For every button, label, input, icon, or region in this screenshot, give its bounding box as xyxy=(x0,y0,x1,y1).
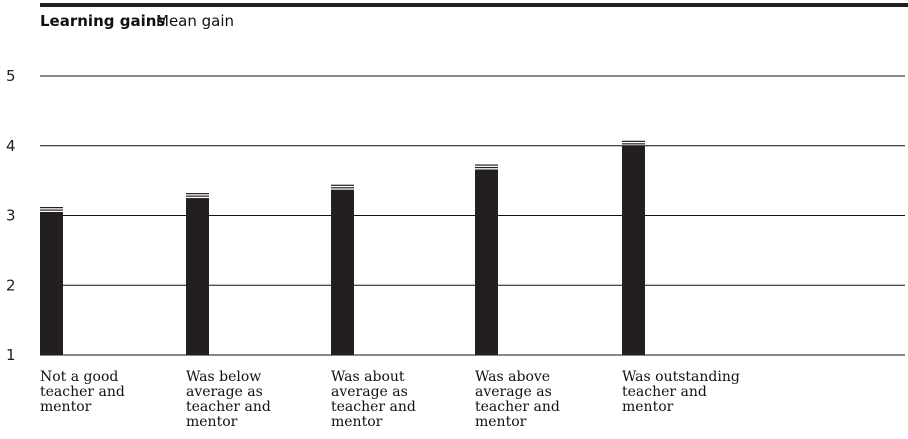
bar-cap-stripe xyxy=(40,207,63,209)
y-tick-label-1: 1 xyxy=(6,346,16,364)
x-category-label-5: Was outstanding teacher and mentor xyxy=(622,369,740,415)
bar-cap-stripe xyxy=(475,164,498,166)
x-axis-labels: Not a good teacher and mentor Was below aver… xyxy=(40,369,740,430)
gridlines xyxy=(40,75,905,356)
y-tick-label-2: 2 xyxy=(6,276,16,294)
bar-body xyxy=(186,198,209,355)
bar-cap-stripe xyxy=(622,140,645,142)
bar-2 xyxy=(186,193,209,355)
bar-body xyxy=(475,169,498,355)
x-category-label-1: Not a good teacher and mentor xyxy=(40,369,125,415)
bar-cap-stripe xyxy=(622,143,645,145)
bar-body xyxy=(622,145,645,355)
bar-3 xyxy=(331,184,354,355)
bar-cap-stripe xyxy=(186,193,209,195)
bar-cap-stripe xyxy=(40,209,63,211)
y-tick-label-5: 5 xyxy=(6,67,16,85)
chart-title: Learning gains xyxy=(40,12,165,30)
top-rule xyxy=(40,3,908,7)
x-category-label-2: Was below average as teacher and mentor xyxy=(186,369,271,430)
bar-5 xyxy=(622,140,645,355)
bar-cap-stripe xyxy=(331,187,354,189)
bar-cap-stripe xyxy=(186,195,209,197)
y-tick-label-3: 3 xyxy=(6,207,16,225)
y-axis-ticks: 1 2 3 4 5 xyxy=(6,67,16,364)
x-category-label-4: Was above average as teacher and mentor xyxy=(475,369,560,430)
y-tick-label-4: 4 xyxy=(6,137,16,155)
chart-subtitle: Mean gain xyxy=(156,12,234,30)
bar-body xyxy=(40,212,63,355)
x-category-label-3: Was about average as teacher and mentor xyxy=(331,369,416,430)
bar-cap-stripe xyxy=(331,184,354,186)
bars xyxy=(40,140,645,355)
bar-4 xyxy=(475,164,498,355)
bar-1 xyxy=(40,207,63,355)
bar-cap-stripe xyxy=(475,166,498,169)
bar-body xyxy=(331,189,354,355)
